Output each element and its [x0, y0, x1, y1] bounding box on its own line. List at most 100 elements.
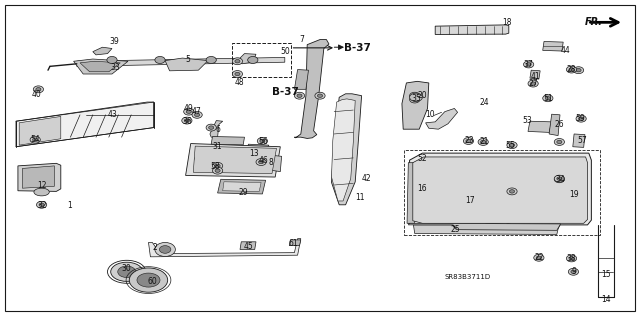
Ellipse shape — [195, 155, 205, 162]
Ellipse shape — [159, 246, 171, 253]
Polygon shape — [564, 185, 580, 204]
Polygon shape — [413, 225, 560, 234]
Ellipse shape — [412, 98, 417, 101]
Polygon shape — [211, 137, 244, 145]
Ellipse shape — [206, 124, 216, 131]
Polygon shape — [549, 114, 560, 136]
Text: 58: 58 — [210, 162, 220, 171]
Text: 26: 26 — [554, 120, 564, 129]
Ellipse shape — [571, 270, 576, 273]
Polygon shape — [240, 54, 256, 64]
Ellipse shape — [566, 255, 577, 262]
Text: 12: 12 — [38, 181, 47, 189]
Ellipse shape — [30, 136, 40, 143]
Text: 17: 17 — [465, 197, 476, 205]
Ellipse shape — [543, 95, 553, 102]
Ellipse shape — [184, 108, 194, 115]
Text: 27: 27 — [528, 79, 538, 88]
Text: 10: 10 — [425, 110, 435, 119]
Polygon shape — [407, 163, 416, 223]
Ellipse shape — [219, 157, 224, 160]
Ellipse shape — [507, 142, 517, 149]
Ellipse shape — [182, 117, 192, 124]
Text: 45: 45 — [243, 242, 253, 251]
Polygon shape — [16, 102, 154, 147]
Text: 21: 21 — [480, 137, 489, 146]
Text: FR.: FR. — [585, 17, 603, 27]
Ellipse shape — [36, 201, 47, 208]
Ellipse shape — [410, 96, 420, 103]
Ellipse shape — [557, 140, 562, 144]
Text: 41: 41 — [530, 72, 540, 81]
Text: 39: 39 — [109, 37, 119, 46]
Ellipse shape — [528, 80, 538, 87]
Text: 46: 46 — [258, 156, 268, 165]
Ellipse shape — [206, 56, 216, 63]
Ellipse shape — [107, 56, 117, 63]
Ellipse shape — [257, 137, 268, 145]
Ellipse shape — [568, 268, 579, 275]
Ellipse shape — [155, 56, 165, 63]
Ellipse shape — [36, 88, 41, 91]
Ellipse shape — [557, 177, 562, 180]
Text: 16: 16 — [417, 184, 427, 193]
Ellipse shape — [34, 188, 49, 196]
Ellipse shape — [33, 86, 44, 93]
Ellipse shape — [215, 169, 220, 172]
Polygon shape — [528, 121, 552, 132]
Ellipse shape — [256, 159, 266, 166]
Text: 36: 36 — [182, 117, 192, 126]
Ellipse shape — [545, 97, 550, 100]
Ellipse shape — [232, 70, 243, 78]
Ellipse shape — [195, 113, 200, 116]
Ellipse shape — [192, 111, 202, 118]
Ellipse shape — [569, 68, 574, 71]
Polygon shape — [402, 81, 429, 129]
Polygon shape — [210, 121, 223, 137]
Text: 57: 57 — [577, 137, 588, 145]
Polygon shape — [93, 47, 112, 55]
Ellipse shape — [315, 92, 325, 99]
Polygon shape — [413, 157, 588, 223]
Polygon shape — [268, 155, 282, 172]
Ellipse shape — [507, 188, 517, 195]
Ellipse shape — [526, 63, 531, 66]
Text: 55: 55 — [505, 141, 515, 150]
Ellipse shape — [557, 178, 562, 181]
Ellipse shape — [297, 94, 302, 97]
Text: 30: 30 — [122, 264, 132, 273]
Text: 33: 33 — [110, 63, 120, 72]
Ellipse shape — [137, 273, 160, 287]
Text: 8: 8 — [269, 158, 274, 167]
Polygon shape — [246, 144, 269, 161]
Polygon shape — [332, 99, 355, 201]
Ellipse shape — [524, 61, 534, 68]
Text: 15: 15 — [601, 270, 611, 279]
Text: B-37: B-37 — [344, 43, 371, 54]
Ellipse shape — [317, 94, 323, 97]
Text: 54: 54 — [30, 135, 40, 144]
Text: 6: 6 — [215, 125, 220, 134]
Text: 49: 49 — [184, 104, 194, 113]
Polygon shape — [240, 242, 256, 249]
Ellipse shape — [509, 144, 515, 147]
Polygon shape — [426, 108, 458, 129]
Text: 43: 43 — [107, 110, 117, 119]
Text: 53: 53 — [522, 116, 532, 125]
Ellipse shape — [566, 66, 577, 73]
Text: 42: 42 — [362, 174, 372, 183]
Text: 24: 24 — [479, 98, 490, 107]
Text: 56: 56 — [259, 137, 269, 146]
Polygon shape — [74, 59, 128, 74]
Text: 9: 9 — [571, 267, 576, 276]
Text: 52: 52 — [417, 154, 427, 163]
Text: 31: 31 — [212, 142, 222, 151]
Ellipse shape — [569, 257, 574, 260]
Ellipse shape — [184, 119, 189, 122]
Text: 44: 44 — [560, 46, 570, 55]
Text: 50: 50 — [280, 47, 290, 56]
Polygon shape — [77, 57, 285, 66]
Polygon shape — [435, 25, 509, 34]
Ellipse shape — [573, 67, 584, 74]
Text: 60: 60 — [147, 277, 157, 286]
